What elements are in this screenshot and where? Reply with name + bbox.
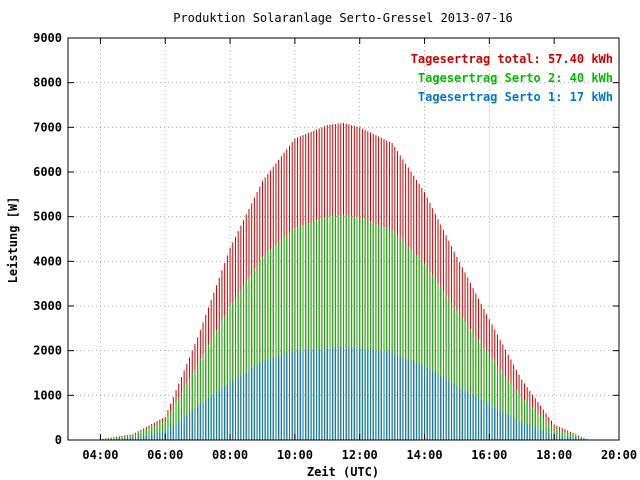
bars bbox=[99, 122, 588, 440]
x-tick-label: 04:00 bbox=[82, 448, 118, 462]
y-tick-label: 2000 bbox=[33, 344, 62, 358]
x-tick-label: 16:00 bbox=[471, 448, 507, 462]
y-tick-label: 7000 bbox=[33, 120, 62, 134]
y-tick-label: 0 bbox=[55, 433, 62, 447]
x-tick-label: 06:00 bbox=[147, 448, 183, 462]
y-tick-label: 9000 bbox=[33, 31, 62, 45]
chart-title: Produktion Solaranlage Serto-Gressel 201… bbox=[173, 11, 513, 25]
y-axis-label: Leistung [W] bbox=[6, 197, 20, 284]
x-tick-label: 12:00 bbox=[342, 448, 378, 462]
x-tick-label: 18:00 bbox=[536, 448, 572, 462]
y-tick-label: 3000 bbox=[33, 299, 62, 313]
y-axis-ticks: 0 1000 2000 3000 4000 5000 6000 7000 8000 9000 bbox=[33, 31, 619, 447]
legend: Tagesertrag total: 57.40 kWh Tagesertrag … bbox=[411, 52, 613, 104]
legend-entry: Tagesertrag Serto 2: 40 kWh bbox=[418, 71, 613, 85]
y-tick-label: 8000 bbox=[33, 76, 62, 90]
legend-entry: Tagesertrag total: 57.40 kWh bbox=[411, 52, 613, 66]
legend-entry: Tagesertrag Serto 1: 17 kWh bbox=[418, 90, 613, 104]
y-tick-label: 6000 bbox=[33, 165, 62, 179]
y-tick-label: 5000 bbox=[33, 210, 62, 224]
x-tick-label: 10:00 bbox=[277, 448, 313, 462]
x-tick-label: 08:00 bbox=[212, 448, 248, 462]
y-tick-label: 1000 bbox=[33, 388, 62, 402]
x-axis-ticks: 04:00 06:00 08:00 10:00 12:00 14:00 16:00 18:00… bbox=[82, 38, 637, 462]
series-3 bbox=[99, 346, 588, 440]
plot-frame bbox=[67, 37, 620, 441]
x-axis-label: Zeit (UTC) bbox=[307, 465, 379, 479]
y-tick-label: 4000 bbox=[33, 254, 62, 268]
x-tick-label: 14:00 bbox=[406, 448, 442, 462]
x-tick-label: 20:00 bbox=[601, 448, 637, 462]
